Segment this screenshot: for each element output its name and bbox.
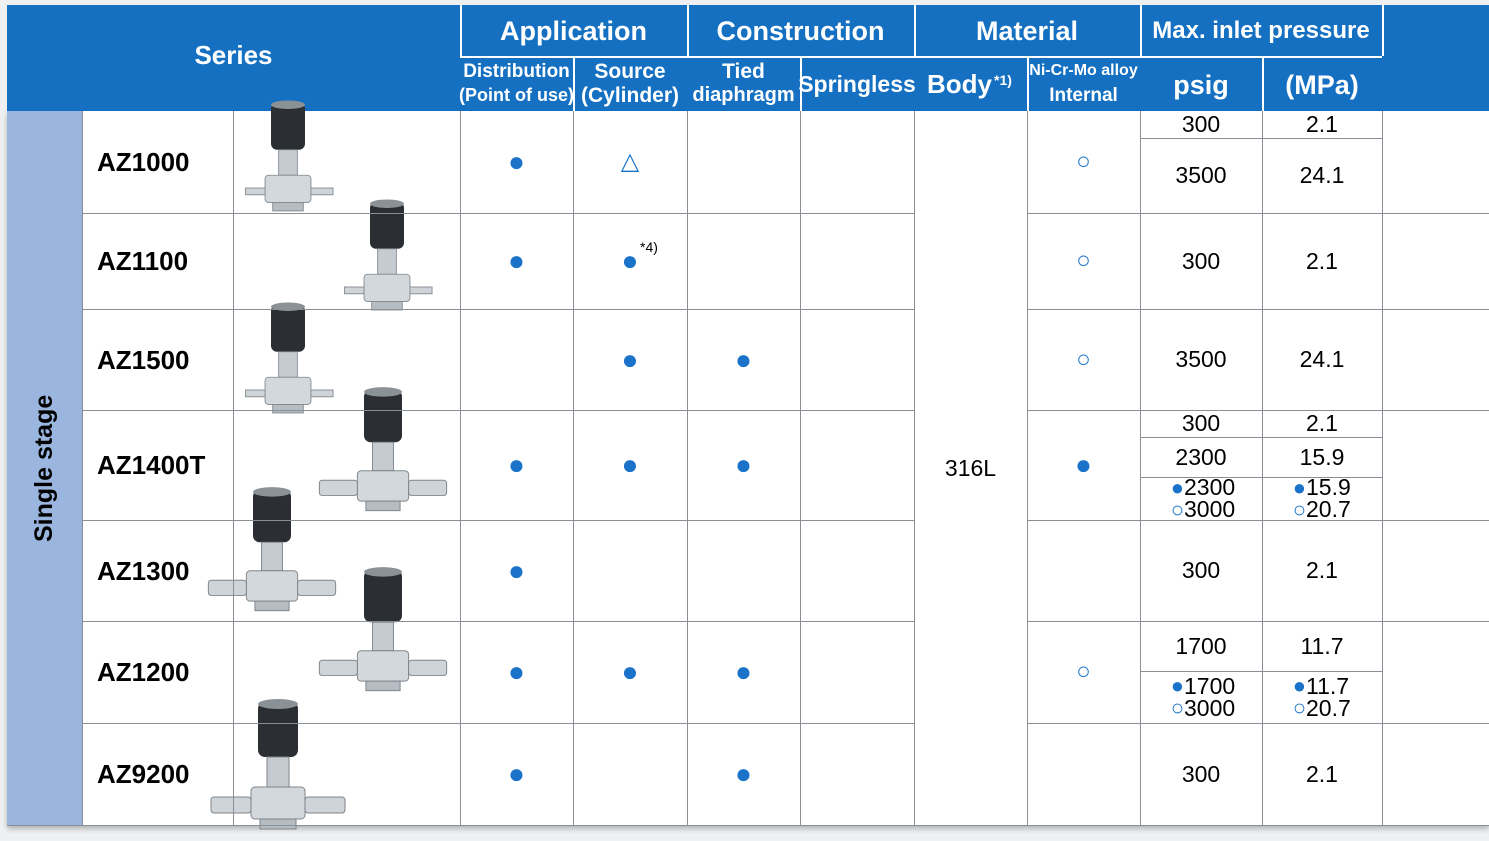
rule bbox=[1382, 111, 1383, 825]
symbol: ● bbox=[573, 213, 687, 309]
pressure-mark: ● bbox=[1282, 677, 1306, 695]
header-cell: psig bbox=[1140, 62, 1262, 108]
pressure-value: 3000 bbox=[1184, 501, 1244, 519]
rule bbox=[82, 111, 83, 825]
pressure-value: 300 bbox=[1140, 111, 1262, 138]
symbol: ● bbox=[460, 410, 573, 520]
rule bbox=[460, 56, 1382, 58]
body-material: 316L bbox=[914, 111, 1027, 825]
rule bbox=[800, 111, 801, 825]
pressure-value: 3000 bbox=[1184, 699, 1244, 717]
rule bbox=[800, 58, 802, 111]
symbol: ● bbox=[687, 309, 800, 410]
rule bbox=[1382, 5, 1384, 56]
pressure-value: 2300 bbox=[1140, 437, 1262, 477]
pressure-value: 11.7 bbox=[1306, 677, 1366, 695]
rule bbox=[1262, 58, 1264, 111]
model-name: AZ1100 bbox=[97, 213, 227, 309]
model-name: AZ1000 bbox=[97, 111, 227, 213]
symbol: ● bbox=[460, 111, 573, 213]
pressure-value: 2.1 bbox=[1262, 723, 1382, 825]
pressure-mark: ● bbox=[1282, 479, 1306, 497]
symbol: ● bbox=[573, 309, 687, 410]
page: SeriesApplicationConstructionMaterialMax… bbox=[0, 0, 1489, 841]
rule bbox=[1140, 671, 1382, 672]
pressure-mark: ○ bbox=[1282, 501, 1306, 519]
pressure-value: 2.1 bbox=[1262, 410, 1382, 437]
rule bbox=[573, 58, 575, 111]
symbol: ● bbox=[573, 621, 687, 723]
rule bbox=[1140, 5, 1142, 56]
model-name: AZ9200 bbox=[97, 723, 227, 825]
symbol: △ bbox=[573, 111, 687, 213]
header-cell: Internal bbox=[1027, 84, 1140, 106]
pressure-value: 11.7 bbox=[1262, 621, 1382, 671]
symbol: ○ bbox=[1027, 621, 1140, 723]
pressure-mark: ● bbox=[1160, 677, 1184, 695]
symbol: ● bbox=[573, 410, 687, 520]
symbol: ○ bbox=[1027, 111, 1140, 213]
pressure-value: 24.1 bbox=[1262, 309, 1382, 410]
pressure-value: 300 bbox=[1140, 213, 1262, 309]
pressure-value: 3500 bbox=[1140, 309, 1262, 410]
pressure-value: 2.1 bbox=[1262, 213, 1382, 309]
footnote: *1) bbox=[994, 70, 1024, 90]
symbol: ● bbox=[460, 213, 573, 309]
pressure-value: 1700 bbox=[1140, 621, 1262, 671]
pressure-value: 2300 bbox=[1184, 479, 1244, 497]
header-cell: (MPa) bbox=[1262, 62, 1382, 108]
symbol: ● bbox=[687, 410, 800, 520]
pressure-value: 2.1 bbox=[1262, 520, 1382, 621]
model-name: AZ1200 bbox=[97, 621, 227, 723]
symbol: ○ bbox=[1027, 309, 1140, 410]
rule bbox=[914, 5, 916, 56]
symbol: ● bbox=[1027, 410, 1140, 520]
group-label: Single stage bbox=[7, 111, 82, 825]
pressure-value: 15.9 bbox=[1262, 437, 1382, 477]
header-cell: Ni-Cr-Mo alloy bbox=[1027, 60, 1140, 82]
header-cell: (Cylinder) bbox=[573, 84, 687, 106]
pressure-value: 300 bbox=[1140, 520, 1262, 621]
header-cell: Tied bbox=[687, 60, 800, 82]
rule bbox=[233, 111, 234, 825]
header-cell: Construction bbox=[687, 8, 914, 54]
header-cell: Source bbox=[573, 60, 687, 82]
symbol: ● bbox=[460, 621, 573, 723]
header-cell: Body bbox=[914, 62, 992, 106]
pressure-mark: ○ bbox=[1160, 501, 1184, 519]
symbol: ● bbox=[687, 723, 800, 825]
header-cell: (Point of use) bbox=[460, 84, 573, 106]
rule bbox=[1027, 58, 1029, 111]
header-cell: Springless bbox=[800, 62, 914, 106]
pressure-value: 300 bbox=[1140, 410, 1262, 437]
header-cell: Application bbox=[460, 8, 687, 54]
header-cell: Distribution bbox=[460, 60, 573, 82]
header-cell: Max. inlet pressure bbox=[1140, 8, 1382, 54]
model-name: AZ1300 bbox=[97, 520, 227, 621]
symbol: ● bbox=[687, 621, 800, 723]
header-cell: Material bbox=[914, 8, 1140, 54]
rule bbox=[687, 5, 689, 56]
symbol: ● bbox=[460, 723, 573, 825]
pressure-value: 300 bbox=[1140, 723, 1262, 825]
symbol: ● bbox=[460, 520, 573, 621]
pressure-value: 24.1 bbox=[1262, 138, 1382, 213]
rule bbox=[460, 5, 462, 56]
pressure-mark: ○ bbox=[1282, 699, 1306, 717]
pressure-value: 2.1 bbox=[1262, 111, 1382, 138]
pressure-mark: ○ bbox=[1160, 699, 1184, 717]
header-cell: diaphragm bbox=[687, 84, 800, 106]
pressure-value: 20.7 bbox=[1306, 501, 1366, 519]
pressure-mark: ● bbox=[1160, 479, 1184, 497]
footnote: *4) bbox=[640, 239, 670, 255]
pressure-value: 1700 bbox=[1184, 677, 1244, 695]
pressure-value: 20.7 bbox=[1306, 699, 1366, 717]
pressure-value: 3500 bbox=[1140, 138, 1262, 213]
rule bbox=[7, 825, 1489, 826]
header-cell: Series bbox=[7, 5, 460, 105]
model-name: AZ1400T bbox=[97, 410, 227, 520]
model-name: AZ1500 bbox=[97, 309, 227, 410]
symbol: ○ bbox=[1027, 213, 1140, 309]
pressure-value: 15.9 bbox=[1306, 479, 1366, 497]
